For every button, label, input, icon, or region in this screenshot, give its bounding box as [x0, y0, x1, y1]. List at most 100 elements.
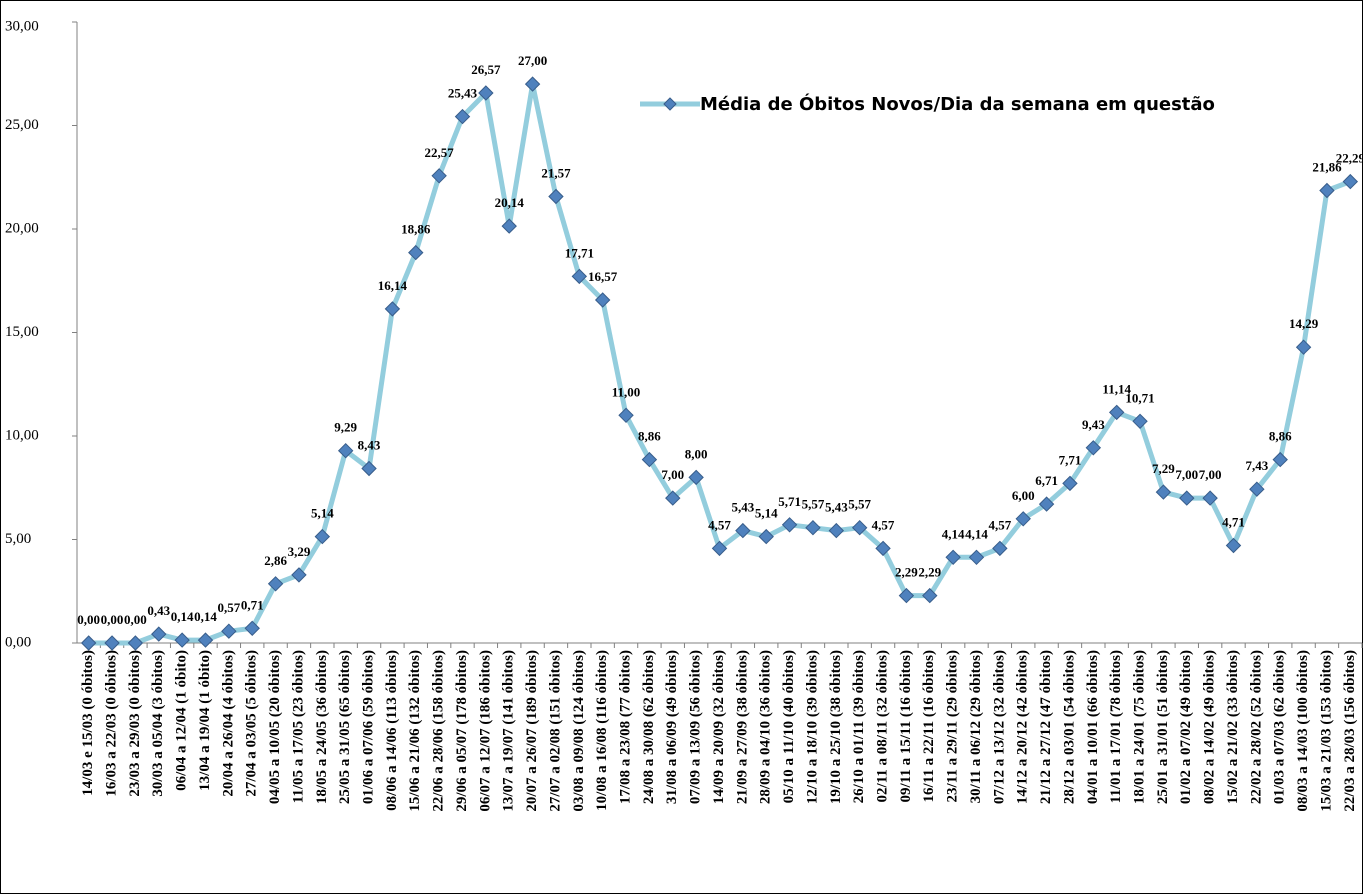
x-tick-label: 22/06 a 28/06 (158 óbitos) — [431, 650, 447, 812]
value-label: 4,57 — [872, 517, 895, 532]
x-tick-label: 07/09 a 13/09 (56 óbitos) — [688, 650, 704, 804]
x-tick-label: 01/02 a 07/02 (49 óbitos) — [1178, 650, 1194, 804]
marker — [1249, 481, 1265, 497]
x-tick-label: 15/02 a 21/02 (33 óbitos) — [1225, 650, 1241, 804]
x-tick-label: 22/03 a 28/03 (156 óbitos) — [1342, 650, 1358, 812]
x-tick-label: 19/10 a 25/10 (38 óbitos) — [828, 650, 844, 804]
marker — [711, 540, 728, 557]
value-label: 14,29 — [1289, 316, 1319, 331]
value-label: 17,71 — [565, 245, 594, 260]
value-label: 4,57 — [988, 517, 1011, 532]
value-label: 0,71 — [241, 597, 264, 612]
value-label: 9,43 — [1082, 417, 1105, 432]
marker — [1085, 440, 1102, 456]
marker — [267, 576, 284, 592]
marker — [1015, 511, 1031, 527]
marker — [127, 635, 144, 651]
legend: Média de Óbitos Novos/Dia da semana em q… — [640, 93, 1215, 115]
marker — [524, 76, 541, 92]
value-label: 21,57 — [541, 165, 571, 180]
marker — [151, 626, 167, 642]
marker — [1062, 475, 1078, 492]
marker — [548, 188, 564, 205]
value-label: 2,29 — [895, 565, 918, 580]
value-label: 11,00 — [612, 384, 641, 399]
marker — [174, 632, 190, 648]
marker — [665, 490, 681, 506]
value-label: 6,00 — [1012, 488, 1035, 503]
x-tick-label: 13/04 a 19/04 (1 óbito) — [197, 650, 213, 791]
value-label: 0,00 — [124, 612, 147, 627]
marker — [408, 244, 424, 261]
y-tick-label: 5,00 — [5, 531, 31, 547]
x-tick-label: 07/12 a 13/12 (32 óbitos) — [991, 650, 1007, 804]
marker — [337, 442, 354, 459]
value-label: 6,71 — [1035, 473, 1058, 488]
marker — [1132, 413, 1148, 430]
marker — [1179, 490, 1195, 506]
x-tick-label: 16/03 a 22/03 (0 óbitos) — [103, 650, 119, 797]
x-tick-label: 27/04 a 03/05 (5 óbitos) — [244, 650, 260, 797]
value-label: 7,29 — [1152, 461, 1175, 476]
value-label: 22,29 — [1336, 151, 1363, 166]
marker — [221, 623, 237, 639]
value-label: 25,43 — [448, 86, 478, 101]
value-label: 0,43 — [147, 603, 170, 618]
value-label: 5,57 — [802, 497, 825, 512]
y-tick-label: 0,00 — [5, 634, 31, 650]
x-tick-label: 12/10 a 18/10 (39 óbitos) — [804, 650, 820, 804]
marker — [945, 549, 961, 566]
marker — [1319, 182, 1335, 199]
marker — [1155, 484, 1172, 500]
x-tick-label: 06/04 a 12/04 (1 óbito) — [174, 650, 190, 791]
value-label: 7,43 — [1245, 458, 1268, 473]
value-label: 5,57 — [848, 497, 871, 512]
value-label: 21,86 — [1312, 159, 1342, 174]
marker — [454, 108, 471, 125]
x-tick-label: 15/06 a 21/06 (132 óbitos) — [407, 650, 423, 812]
x-tick-label: 23/03 a 29/03 (0 óbitos) — [127, 650, 143, 797]
marker — [244, 620, 260, 637]
marker — [384, 301, 401, 317]
value-label: 4,57 — [708, 517, 731, 532]
x-tick-label: 04/01 a 10/01 (66 óbitos) — [1085, 650, 1101, 804]
x-tick-label: 25/05 a 31/05 (65 óbitos) — [337, 650, 353, 804]
marker — [80, 635, 97, 651]
value-label: 5,43 — [825, 500, 848, 515]
marker — [431, 168, 447, 184]
marker — [571, 268, 588, 285]
x-tick-label: 15/03 a 21/03 (153 óbitos) — [1318, 650, 1334, 812]
x-tick-label: 14/09 a 20/09 (32 óbitos) — [711, 650, 727, 804]
value-label: 18,86 — [401, 222, 431, 237]
marker — [851, 519, 868, 536]
value-label: 7,00 — [1175, 467, 1198, 482]
marker — [1342, 173, 1359, 190]
marker — [898, 587, 915, 604]
legend-label: Média de Óbitos Novos/Dia da semana em q… — [700, 93, 1215, 115]
value-label: 16,57 — [588, 269, 618, 284]
marker — [1225, 537, 1242, 554]
marker — [922, 587, 938, 604]
value-label: 26,57 — [471, 62, 501, 77]
marker — [1202, 490, 1218, 506]
x-tick-label: 25/01 a 31/01 (51 óbitos) — [1155, 650, 1171, 804]
x-tick-label: 01/06 a 07/06 (59 óbitos) — [360, 650, 376, 804]
x-tick-label: 20/07 a 26/07 (189 óbitos) — [524, 650, 540, 812]
marker — [501, 218, 517, 234]
x-tick-label: 04/05 a 10/05 (20 óbitos) — [267, 650, 283, 804]
value-label: 5,71 — [778, 494, 801, 509]
y-tick-label: 30,00 — [5, 18, 39, 34]
x-tick-label: 14/12 a 20/12 (42 óbitos) — [1015, 650, 1031, 804]
value-label: 27,00 — [518, 53, 547, 68]
value-label: 0,57 — [217, 600, 240, 615]
x-tick-label: 26/10 a 01/11 (39 óbitos) — [851, 650, 867, 803]
x-tick-label: 09/11 a 15/11 (16 óbitos) — [898, 650, 914, 803]
marker — [992, 540, 1008, 557]
value-label: 22,57 — [425, 145, 455, 160]
x-tick-label: 28/12 a 03/01 (54 óbitos) — [1061, 650, 1077, 804]
x-tick-label: 23/11 a 29/11 (29 óbitos) — [945, 650, 961, 803]
x-tick-label: 22/02 a 28/02 (52 óbitos) — [1248, 650, 1264, 804]
value-label: 0,14 — [171, 609, 194, 624]
marker — [314, 528, 331, 545]
value-label: 3,29 — [288, 544, 311, 559]
